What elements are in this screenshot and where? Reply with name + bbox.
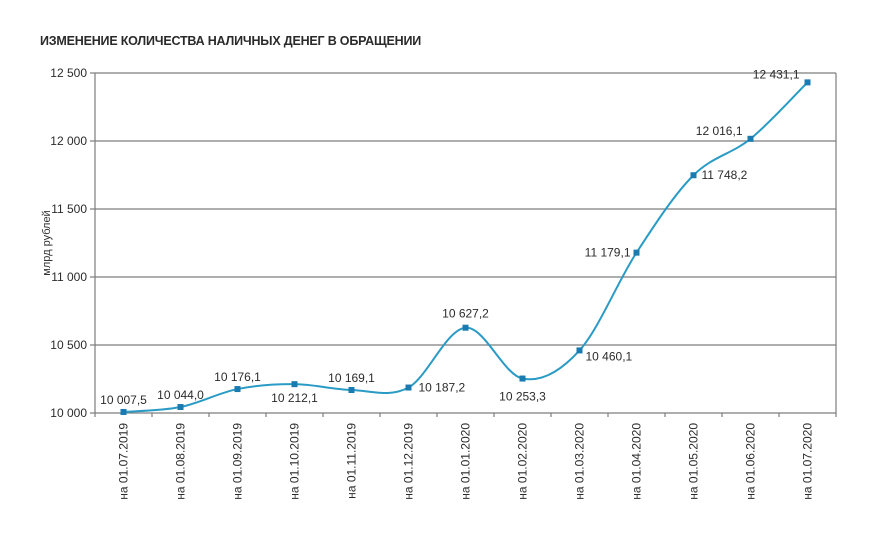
y-tick-label: 12 500: [50, 66, 87, 80]
axes: [94, 73, 837, 413]
data-markers: [120, 79, 811, 415]
data-point-marker: [519, 375, 526, 382]
data-point-marker: [690, 172, 697, 179]
x-tick-label: на 01.10.2019: [288, 423, 302, 500]
x-tick-label: на 01.09.2019: [231, 423, 245, 500]
data-labels: 10 007,5 10 044,0 10 176,1 10 212,1 10 169,1…: [100, 67, 800, 407]
data-point-marker: [633, 249, 640, 256]
data-point-marker: [291, 381, 298, 388]
x-tick-label: на 01.06.2020: [744, 423, 758, 500]
chart-title: ИЗМЕНЕНИЕ КОЛИЧЕСТВА НАЛИЧНЫХ ДЕНЕГ В ОБ…: [40, 34, 422, 48]
data-value-label: 10 212,1: [271, 391, 318, 405]
data-value-label: 12 016,1: [696, 124, 743, 138]
x-tick-label: на 01.07.2020: [801, 423, 815, 500]
data-value-label: 10 007,5: [100, 393, 147, 407]
data-value-label: 10 044,0: [157, 388, 204, 402]
data-point-marker: [177, 404, 184, 411]
x-tick-label: на 01.12.2019: [402, 423, 416, 500]
x-tick-label: на 01.11.2019: [345, 423, 359, 499]
y-tick-label: 11 000: [51, 270, 87, 284]
data-point-marker: [348, 387, 355, 394]
data-point-marker: [747, 135, 754, 142]
y-tick-label: 10 500: [50, 338, 87, 352]
x-tick-label: на 01.08.2019: [174, 423, 188, 500]
data-point-marker: [804, 79, 811, 86]
y-axis-label: млрд рублей: [41, 210, 53, 275]
x-tick-label: на 01.05.2020: [687, 423, 701, 500]
x-tick-label: на 01.02.2020: [516, 423, 530, 500]
x-tick-label: на 01.01.2020: [459, 423, 473, 500]
x-tick-label: на 01.03.2020: [573, 423, 587, 500]
y-tick-label: 11 500: [51, 202, 87, 216]
data-value-label: 11 748,2: [702, 168, 748, 182]
data-point-marker: [120, 408, 127, 415]
y-tick-label: 10 000: [50, 406, 87, 420]
data-point-marker: [234, 386, 241, 393]
y-tick-label: 12 000: [50, 134, 87, 148]
data-value-label: 11 179,1: [585, 246, 631, 260]
data-value-label: 10 176,1: [214, 370, 261, 384]
x-axis-ticks: на 01.07.2019 на 01.08.2019 на 01.09.2019 н…: [94, 413, 837, 500]
gridlines: [95, 72, 836, 414]
data-value-label: 12 431,1: [753, 67, 800, 81]
data-value-label: 10 460,1: [586, 349, 633, 363]
x-tick-label: на 01.04.2020: [630, 423, 644, 500]
data-value-label: 10 169,1: [328, 371, 375, 385]
data-value-label: 10 627,2: [442, 307, 489, 321]
y-axis-ticks: 10 000 10 500 11 000 11 500 12 000 12 500: [50, 66, 95, 420]
data-point-marker: [576, 347, 583, 354]
data-value-label: 10 187,2: [419, 381, 466, 395]
data-value-label: 10 253,3: [499, 390, 546, 404]
data-point-marker: [462, 324, 469, 331]
x-tick-label: на 01.07.2019: [117, 423, 131, 500]
data-point-marker: [405, 384, 412, 391]
